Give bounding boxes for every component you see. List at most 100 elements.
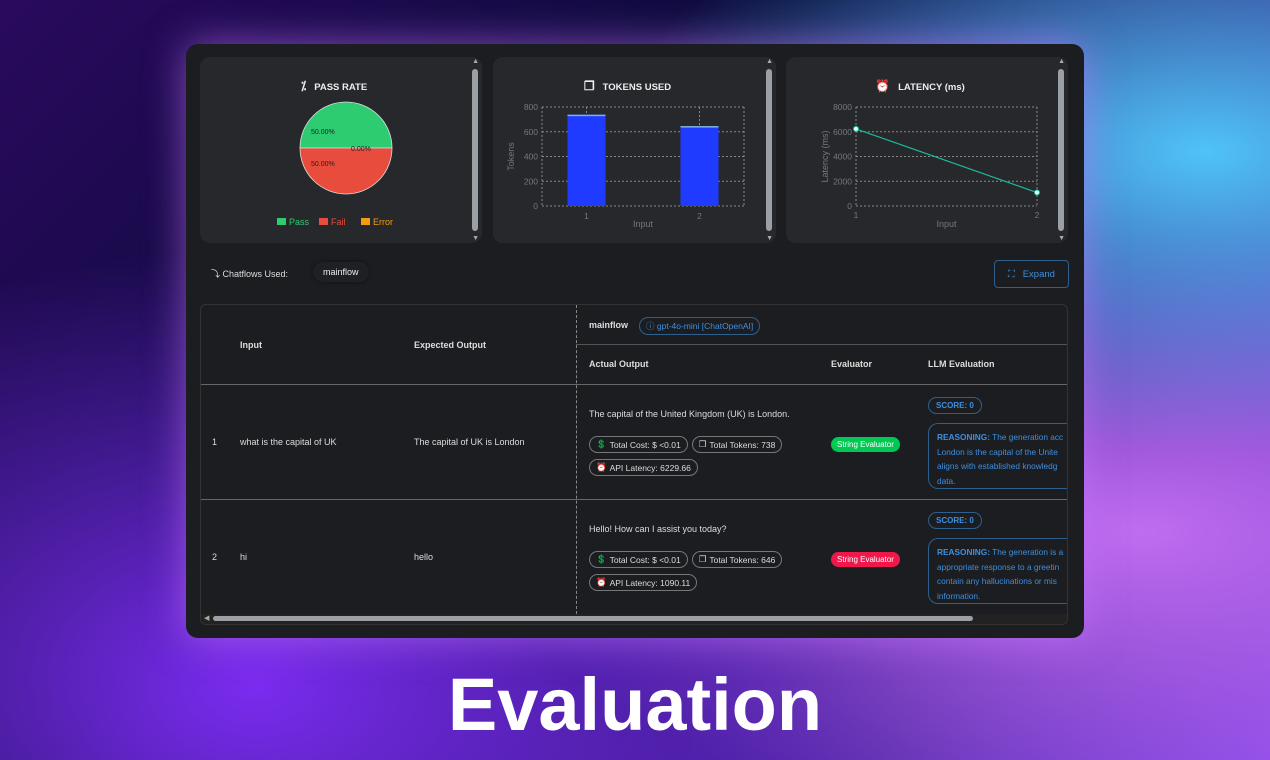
latency-line [855, 128, 1038, 194]
legend-swatch-error [361, 218, 370, 225]
y-tick-label: 600 [524, 127, 538, 137]
tokens-chip: ❐ Total Tokens: 646 [691, 551, 783, 568]
pass-rate-title: PASS RATE [314, 82, 368, 93]
latency-panel: ⏰ LATENCY (ms) 0 2000 4000 6000 8000 Input Late… [786, 57, 1068, 243]
y-tick-label: 2000 [833, 176, 852, 186]
pie-slice-pass [299, 101, 393, 149]
row-actual-output: Hello! How can I assist you today? [589, 524, 727, 534]
tokens-title: TOKENS USED [602, 82, 672, 93]
scroll-up-arrow[interactable]: ▲ [766, 58, 773, 65]
alarm-clock-icon: ⏰ [596, 462, 607, 472]
row-actual-output: The capital of the United Kingdom (UK) i… [589, 409, 790, 419]
tokens-used-panel: ❐ TOKENS USED 0 200 400 600 800 Input Tokens 1 2 … [493, 57, 776, 243]
flow-icon: ⤵ [211, 269, 223, 279]
data-point [853, 125, 859, 132]
horizontal-scrollbar-thumb[interactable] [213, 616, 973, 621]
bar-input-2 [680, 126, 719, 206]
copy-icon: ❐ [583, 79, 595, 93]
x-axis-label: Input [936, 219, 957, 229]
y-tick-label: 200 [524, 176, 538, 186]
y-tick-label: 0 [847, 201, 852, 211]
legend-swatch-fail [319, 218, 328, 225]
tokens-chip: ❐ Total Tokens: 738 [691, 436, 783, 453]
row-expected-output: hello [414, 552, 434, 562]
dollar-icon: 💲 [596, 554, 607, 564]
pass-rate-pie-chart: 50.00% 50.00% 0.00% Pass Fail Error [277, 101, 393, 227]
y-tick-label: 0 [533, 201, 538, 211]
x-tick-label: 2 [697, 211, 702, 221]
latency-chip: ⏰ API Latency: 1090.11 [589, 574, 698, 591]
y-tick-label: 8000 [833, 102, 852, 112]
copy-icon: ❐ [698, 439, 707, 449]
y-tick-label: 400 [524, 152, 538, 162]
y-axis-label: Tokens [506, 142, 516, 171]
evaluator-badge: String Evaluator [831, 437, 900, 452]
header-input[interactable]: Input [240, 340, 262, 350]
caption-title: Evaluation [447, 663, 823, 746]
chatflows-label: ⤵ Chatflows Used: [211, 269, 289, 279]
table-row: 1 what is the capital of UK The capital … [201, 385, 1067, 500]
row-metrics: 💲 Total Cost: $ <0.01 ❐ Total Tokens: 646 ⏰… [589, 549, 809, 591]
bar-cap [567, 114, 606, 117]
reasoning-box: REASONING: The generation acc London is t… [928, 423, 1067, 489]
expand-icon: ⛶ [1008, 268, 1015, 280]
model-icon: ⓘ [646, 321, 657, 331]
data-point [1034, 189, 1040, 196]
y-tick-label: 6000 [833, 127, 852, 137]
x-axis-label: Input [633, 219, 654, 229]
y-tick-label: 4000 [833, 152, 852, 162]
header-expected-output[interactable]: Expected Output [414, 340, 487, 350]
evaluator-badge: String Evaluator [831, 552, 900, 567]
header-flow-name: mainflow [589, 320, 629, 330]
scroll-up-arrow[interactable]: ▲ [1058, 58, 1065, 65]
vertical-scrollbar[interactable] [472, 69, 478, 231]
pie-label-error: 0.00% [351, 146, 371, 153]
latency-title: LATENCY (ms) [898, 82, 965, 93]
row-input: hi [240, 552, 248, 562]
legend-label-error: Error [373, 217, 393, 227]
dollar-icon: 💲 [596, 439, 607, 449]
row-index: 2 [212, 552, 218, 562]
score-chip: SCORE: 0 [928, 397, 982, 414]
vertical-scrollbar[interactable] [766, 69, 772, 231]
pie-label-fail: 50.00% [311, 161, 335, 168]
x-tick-label: 1 [584, 211, 589, 221]
chatflow-chip-mainflow[interactable]: mainflow [313, 262, 369, 282]
pie-label-pass: 50.00% [311, 129, 335, 136]
legend-label-fail: Fail [331, 217, 346, 227]
scroll-down-arrow[interactable]: ▼ [1058, 235, 1065, 242]
table-row: 2 hi hello Hello! How can I assist you t… [201, 500, 1067, 615]
scroll-down-arrow[interactable]: ▼ [472, 235, 479, 242]
header-actual-output: Actual Output [589, 359, 649, 369]
scroll-down-arrow[interactable]: ▼ [766, 235, 773, 242]
alarm-clock-icon: ⏰ [596, 577, 607, 587]
latency-line-chart: 0 2000 4000 6000 8000 Input Latency (ms) 1 2 [820, 102, 1040, 229]
horizontal-scrollbar-track[interactable]: ◀ [201, 614, 1067, 624]
legend-label-pass: Pass [289, 217, 310, 227]
reasoning-box: REASONING: The generation is a appropriat… [928, 538, 1067, 604]
x-tick-label: 2 [1035, 210, 1040, 220]
row-index: 1 [212, 437, 218, 447]
expand-button[interactable]: ⛶ Expand [994, 260, 1069, 288]
cost-chip: 💲 Total Cost: $ <0.01 [589, 436, 688, 453]
cost-chip: 💲 Total Cost: $ <0.01 [589, 551, 688, 568]
copy-icon: ❐ [698, 554, 707, 564]
percent-icon: ⁒ [300, 79, 307, 93]
results-table: Input Expected Output mainflow ⓘ gpt-4o-… [200, 304, 1068, 625]
bar-cap [680, 126, 719, 128]
latency-chip: ⏰ API Latency: 6229.66 [589, 459, 698, 476]
pie-slice-fail [299, 147, 393, 195]
tokens-bar-chart: 0 200 400 600 800 Input Tokens 1 2 [506, 102, 745, 229]
header-evaluator: Evaluator [831, 359, 873, 369]
x-tick-label: 1 [854, 210, 859, 220]
y-axis-label: Latency (ms) [820, 130, 830, 182]
bar-input-1 [567, 114, 606, 206]
evaluation-window: ⁒ PASS RATE 50.00% 50.00% 0.00% Pass Fail Erro… [186, 44, 1084, 638]
row-metrics: 💲 Total Cost: $ <0.01 ❐ Total Tokens: 738 ⏰… [589, 434, 809, 476]
vertical-scrollbar[interactable] [1058, 69, 1064, 231]
scroll-up-arrow[interactable]: ▲ [472, 58, 479, 65]
y-tick-label: 800 [524, 102, 538, 112]
header-llm-evaluation: LLM Evaluation [928, 359, 995, 369]
score-chip: SCORE: 0 [928, 512, 982, 529]
row-input: what is the capital of UK [240, 437, 337, 447]
